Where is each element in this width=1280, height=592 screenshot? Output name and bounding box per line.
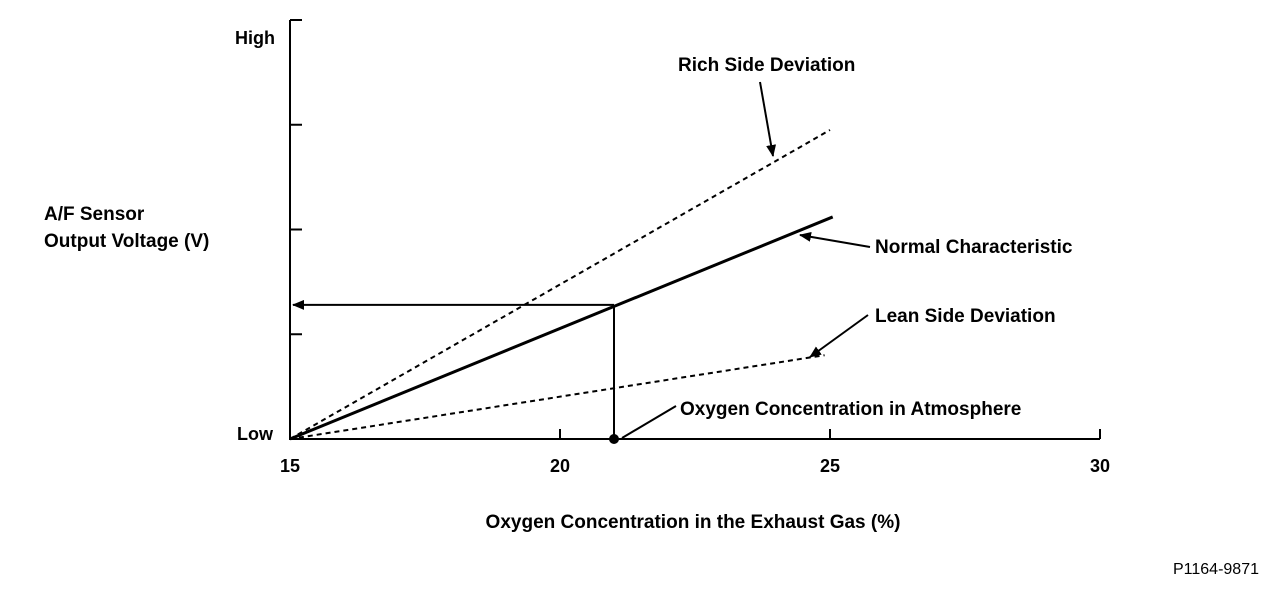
x-tick-label: 30 [1090,456,1110,476]
x-axis-ticks [289,429,1101,439]
annotation-lean-side-deviation: Lean Side Deviation [875,306,1056,327]
y-axis-label-line1: A/F Sensor [44,204,145,225]
series-line-rich-side-deviation [289,129,831,440]
figure-code: P1164-9871 [1173,561,1259,578]
y-tick-label-high: High [235,28,275,48]
series-line-normal-characteristic [289,215,834,441]
annotation-normal-characteristic: Normal Characteristic [875,237,1073,258]
x-axis-label: Oxygen Concentration in the Exhaust Gas … [486,512,901,533]
y-tick-label-low: Low [237,424,274,444]
annotation-arrow-lean [809,314,869,358]
y-axis-ticks [290,19,302,336]
annotation-rich-side-deviation: Rich Side Deviation [678,55,855,76]
x-tick-label: 15 [280,456,300,476]
series-line-lean-side-deviation [289,354,825,440]
x-tick-labels: 15 20 25 30 [280,456,1110,476]
annotation-oxygen-in-atmosphere: Oxygen Concentration in Atmosphere [680,399,1021,420]
reference-point-marker [609,434,619,444]
annotation-arrow-atmosphere [621,405,677,439]
y-axis-label-line2: Output Voltage (V) [44,231,209,252]
annotation-arrow-normal [799,231,871,248]
x-tick-label: 25 [820,456,840,476]
x-tick-label: 20 [550,456,570,476]
annotation-arrow-rich [759,81,777,157]
